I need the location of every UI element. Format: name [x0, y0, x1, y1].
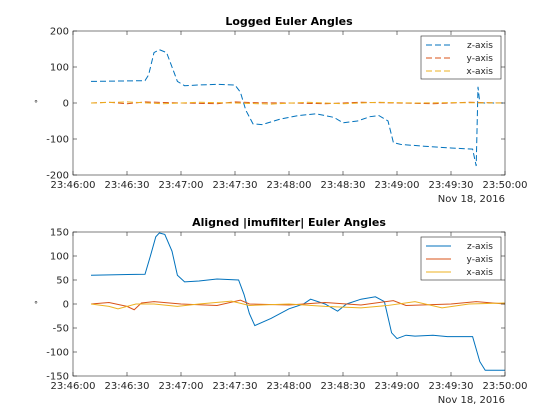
x-tick-label: 23:49:00: [375, 381, 420, 392]
x-tick-label: 23:49:00: [375, 180, 420, 191]
date-label: Nov 18, 2016: [438, 395, 505, 406]
series-line-y-axis: [90, 299, 505, 311]
series-line-x-axis: [90, 101, 505, 105]
aligned-imufilter-euler-angles-chart: -150 -100 -50 0 50 100 150 23:46:00 23:46:30 23:4…: [34, 216, 527, 406]
x-tick-label: 23:46:30: [105, 180, 150, 191]
series-line-z-axis: [90, 49, 505, 167]
logged-euler-angles-chart: -200 -100 0 100 200 23:46:00 23:46:30 23:47:00 2…: [34, 15, 527, 205]
legend-box: [420, 35, 502, 80]
x-tick-label: 23:50:00: [483, 180, 528, 191]
series-line-y-axis: [90, 101, 505, 105]
x-tick-label: 23:46:00: [51, 381, 96, 392]
x-tick-label: 23:47:00: [159, 381, 204, 392]
y-tick-label: -100: [46, 135, 69, 146]
legend-label-z-axis: z-axis: [467, 242, 493, 252]
y-tick-label: 0: [63, 300, 69, 311]
chart-title: Aligned |imufilter| Euler Angles: [192, 216, 386, 229]
x-tick-label: 23:48:00: [267, 381, 312, 392]
y-tick-label: -150: [46, 372, 69, 383]
y-tick-label: 0: [63, 99, 69, 110]
x-tick-label: 23:46:30: [105, 381, 150, 392]
y-tick-label: -100: [46, 348, 69, 359]
x-tick-label: 23:46:00: [51, 180, 96, 191]
legend-label-x-axis: x-axis: [466, 268, 493, 278]
y-tick-label: -200: [46, 171, 69, 182]
y-axis-label: °: [34, 300, 38, 309]
y-tick-label: -50: [53, 324, 69, 335]
y-tick-label: 200: [50, 27, 69, 38]
legend-label-x-axis: x-axis: [466, 67, 493, 77]
x-tick-label: 23:49:30: [429, 381, 474, 392]
date-label: Nov 18, 2016: [438, 194, 505, 205]
legend: z-axis y-axis x-axis: [420, 35, 502, 80]
legend-label-z-axis: z-axis: [467, 41, 493, 51]
x-tick-label: 23:47:30: [213, 180, 258, 191]
series-line-x-axis: [90, 300, 505, 310]
y-tick-label: 150: [50, 228, 69, 239]
legend-label-y-axis: y-axis: [467, 255, 494, 265]
x-tick-label: 23:48:00: [267, 180, 312, 191]
y-tick-label: 100: [50, 63, 69, 74]
x-tick-label: 23:47:00: [159, 180, 204, 191]
y-tick-label: 50: [56, 276, 69, 287]
y-tick-label: 100: [50, 252, 69, 263]
legend-label-y-axis: y-axis: [467, 54, 494, 64]
y-axis-label: °: [34, 99, 38, 108]
x-tick-label: 23:48:30: [321, 381, 366, 392]
chart-title: Logged Euler Angles: [225, 15, 353, 28]
x-tick-label: 23:48:30: [321, 180, 366, 191]
legend: z-axis y-axis x-axis: [420, 236, 502, 281]
x-tick-label: 23:49:30: [429, 180, 474, 191]
x-tick-label: 23:50:00: [483, 381, 528, 392]
x-tick-label: 23:47:30: [213, 381, 258, 392]
